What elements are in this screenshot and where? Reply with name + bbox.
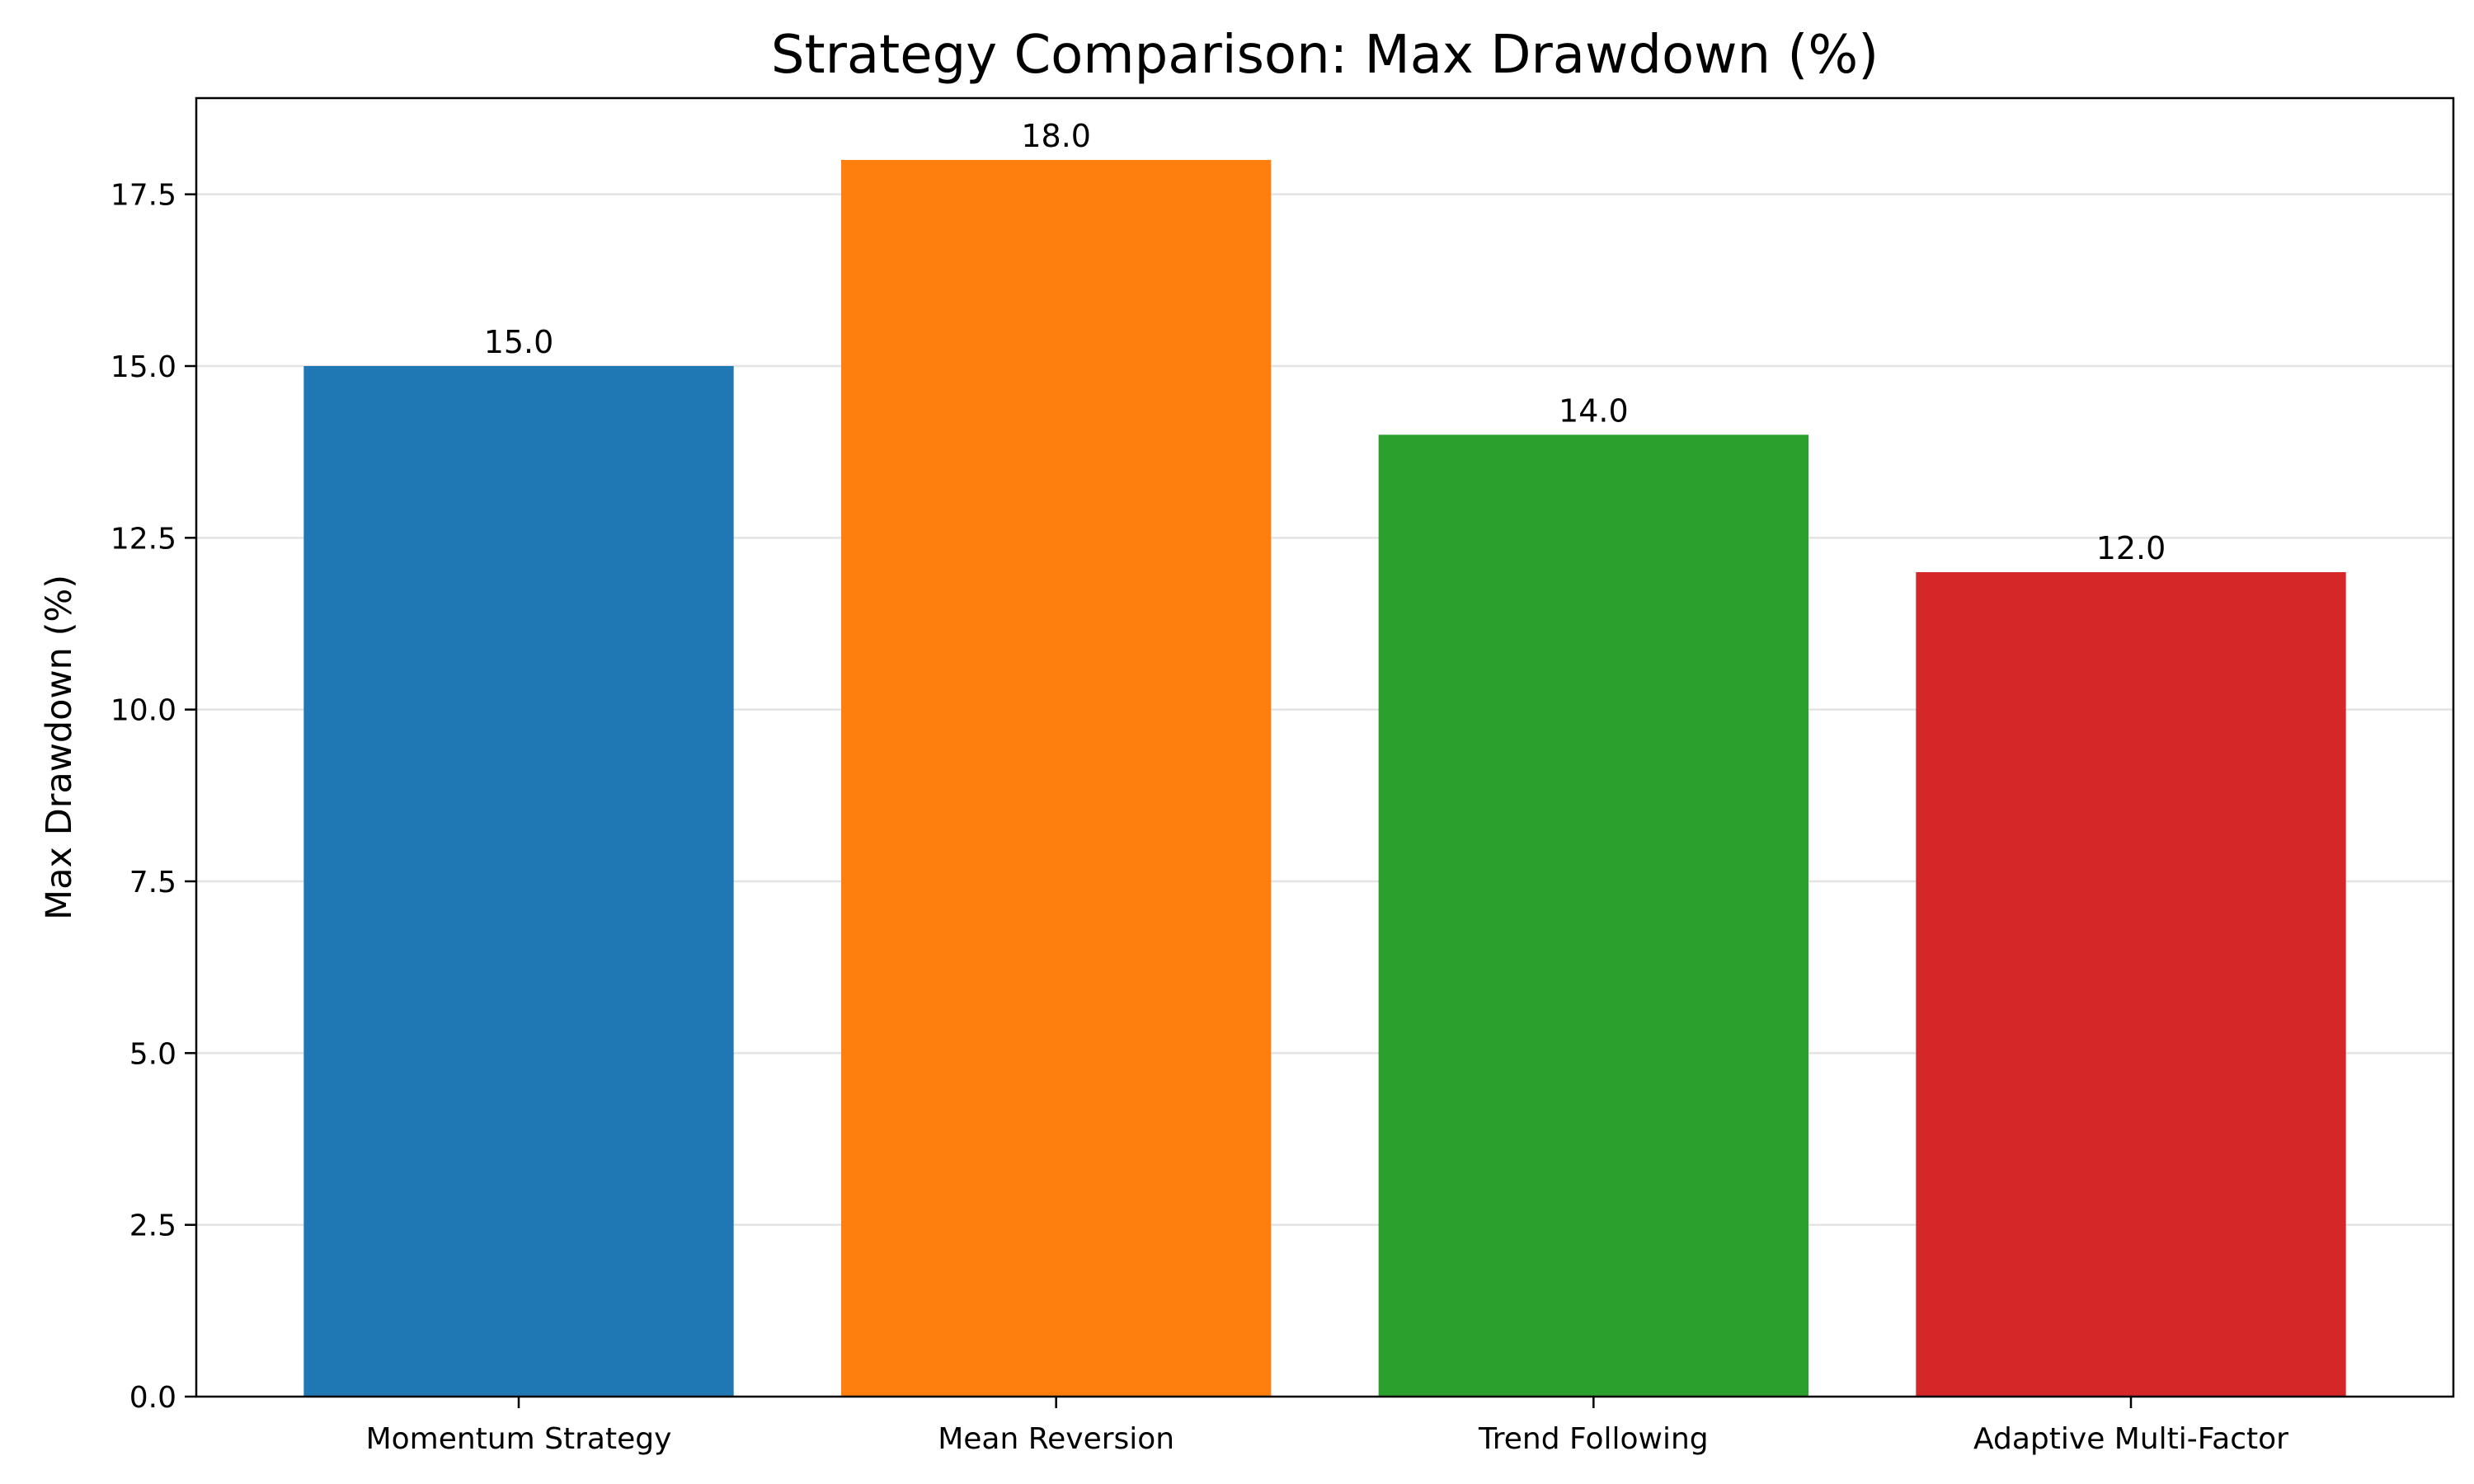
y-tick-label: 7.5 <box>129 866 176 899</box>
x-tick-label: Trend Following <box>1478 1422 1709 1456</box>
y-tick-label: 12.5 <box>111 522 176 556</box>
y-tick-label: 5.0 <box>129 1037 176 1071</box>
bars <box>303 160 2346 1397</box>
y-tick-label: 15.0 <box>111 350 176 384</box>
y-tick-label: 10.0 <box>111 694 176 728</box>
y-tick-label: 17.5 <box>111 179 176 213</box>
bar <box>1916 572 2346 1397</box>
plot-frame <box>195 96 2455 1398</box>
chart-title: Strategy Comparison: Max Drawdown (%) <box>771 25 1879 86</box>
bar-value-label: 15.0 <box>484 324 554 360</box>
bar <box>1378 434 1808 1397</box>
y-tick-label: 2.5 <box>129 1209 176 1243</box>
bar-value-label: 12.0 <box>2096 530 2166 566</box>
x-tick-label: Adaptive Multi-Factor <box>1973 1422 2288 1456</box>
bar <box>841 160 1272 1397</box>
y-axis-ticks: 0.0 2.5 5.0 7.5 10.0 12.5 15.0 17.5 <box>111 179 196 1415</box>
bar-value-label: 14.0 <box>1559 392 1629 429</box>
y-tick-label: 0.0 <box>129 1381 176 1415</box>
x-tick-label: Momentum Strategy <box>366 1422 672 1456</box>
bar <box>303 366 734 1397</box>
axes <box>195 96 2455 1398</box>
bar-value-label: 18.0 <box>1021 118 1091 154</box>
x-axis-ticks: Momentum Strategy Mean Reversion Trend Fol… <box>366 1397 2288 1456</box>
y-axis-title: Max Drawdown (%) <box>39 575 80 920</box>
x-tick-label: Mean Reversion <box>938 1422 1174 1456</box>
bar-value-labels: 15.0 18.0 14.0 12.0 <box>484 118 2166 566</box>
